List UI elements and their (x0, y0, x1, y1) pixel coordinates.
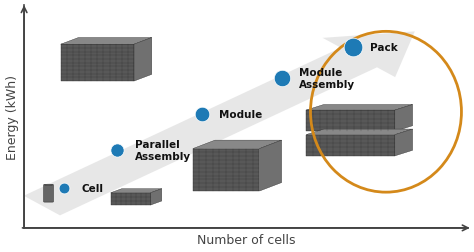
X-axis label: Number of cells: Number of cells (197, 234, 295, 246)
Point (349, 46, 356, 50)
Polygon shape (24, 32, 415, 215)
FancyBboxPatch shape (44, 185, 54, 202)
Polygon shape (61, 38, 152, 45)
Text: Module: Module (219, 110, 263, 119)
Text: Module
Assembly: Module Assembly (300, 68, 356, 90)
Ellipse shape (45, 184, 53, 186)
Polygon shape (259, 141, 282, 191)
Polygon shape (395, 130, 412, 156)
Polygon shape (151, 189, 162, 205)
Polygon shape (111, 189, 162, 193)
Polygon shape (395, 105, 412, 132)
Y-axis label: Energy (kWh): Energy (kWh) (6, 74, 18, 159)
Point (278, 77, 285, 81)
Bar (306, 135, 395, 156)
Text: Pack: Pack (371, 43, 398, 53)
Text: Parallel
Assembly: Parallel Assembly (135, 139, 191, 161)
Point (60, 186, 68, 190)
Bar (306, 111, 395, 132)
Polygon shape (134, 38, 152, 82)
Polygon shape (306, 105, 412, 111)
Point (114, 148, 121, 152)
Point (198, 113, 206, 117)
Bar (111, 193, 151, 205)
Bar (61, 45, 134, 82)
Polygon shape (193, 141, 282, 149)
Polygon shape (306, 130, 412, 135)
Bar (193, 149, 259, 191)
Text: Cell: Cell (82, 183, 104, 193)
